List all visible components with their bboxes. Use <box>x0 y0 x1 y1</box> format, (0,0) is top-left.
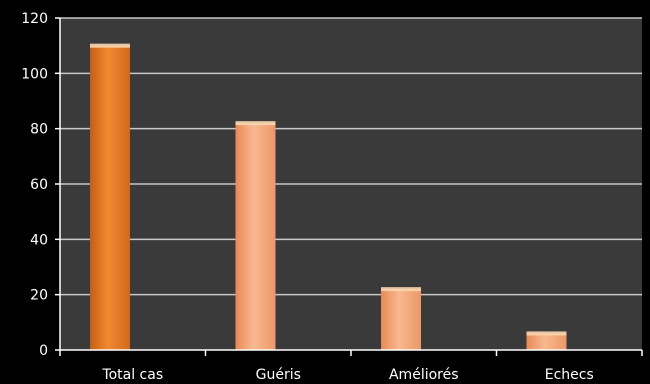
bar-cap <box>526 331 567 336</box>
bar-cap <box>235 121 276 126</box>
gridlines <box>60 17 642 296</box>
bar-gu-ris <box>235 123 276 350</box>
x-category-label: Echecs <box>545 367 594 383</box>
axes <box>55 17 643 356</box>
y-tick-label: 60 <box>30 177 48 193</box>
y-tick-label: 100 <box>21 66 48 82</box>
y-tick-label: 80 <box>30 122 48 138</box>
y-tick-label: 40 <box>30 232 48 248</box>
bar-am-lior-s <box>381 289 421 350</box>
x-category-label: Améliorés <box>389 367 459 383</box>
y-tick-label: 20 <box>30 288 48 304</box>
bar-cap <box>381 287 421 292</box>
y-tick-label: 0 <box>39 343 48 359</box>
y-tick-label: 120 <box>21 11 48 27</box>
x-category-label: Guéris <box>256 367 301 383</box>
bar-total-cas <box>90 45 130 351</box>
labels: 0 20 40 60 80 100 120 Total cas Guéris Améliorés E… <box>21 11 594 383</box>
bar-echecs <box>526 333 567 350</box>
bar-cap <box>90 43 130 48</box>
bars <box>90 43 567 351</box>
x-category-label: Total cas <box>101 367 163 383</box>
